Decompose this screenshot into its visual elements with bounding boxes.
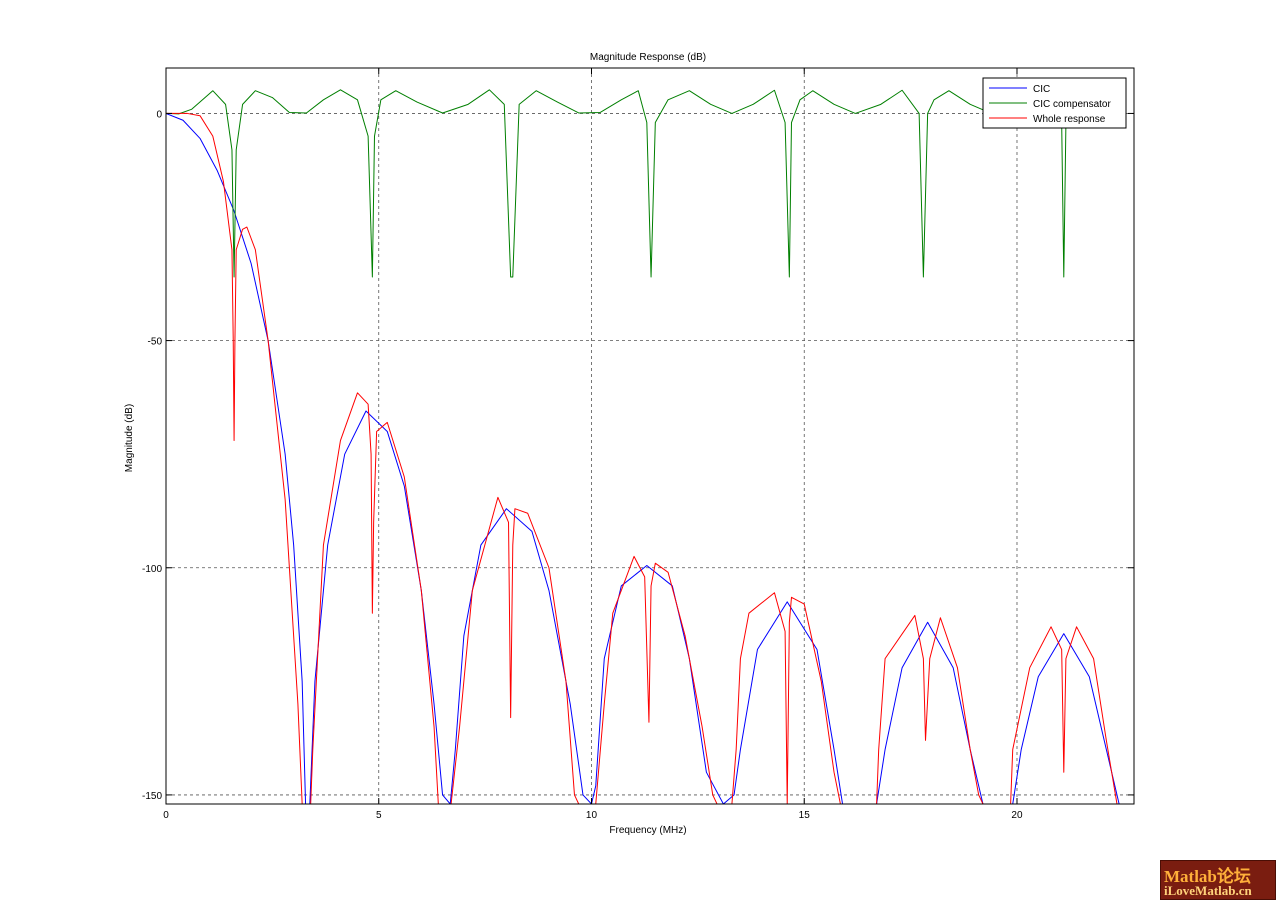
grid-lines (166, 68, 1134, 804)
x-tick-label: 20 (1011, 810, 1023, 821)
axes-frame (165, 67, 1135, 805)
chart-title: Magnitude Response (dB) (590, 52, 706, 63)
y-axis-label: Magnitude (dB) (124, 404, 135, 472)
axis-ticks: 0 5 10 15 20 0 -50 -100 -150 (142, 68, 1134, 821)
y-tick-label: -150 (142, 791, 162, 802)
x-tick-label: 5 (376, 810, 382, 821)
plot-area (166, 68, 1134, 804)
x-tick-label: 10 (586, 810, 598, 821)
legend-label-whole-response: Whole response (1033, 114, 1106, 125)
y-tick-label: -50 (148, 337, 163, 348)
x-tick-label: 15 (799, 810, 811, 821)
y-tick-label: -100 (142, 564, 162, 575)
legend-label-cic: CIC (1033, 84, 1050, 95)
x-axis-label: Frequency (MHz) (609, 825, 686, 836)
series-line-whole-response (166, 112, 1118, 804)
watermark-line2: iLoveMatlab.cn (1164, 883, 1252, 898)
y-tick-label: 0 (156, 109, 162, 120)
legend-label-cic-compensator: CIC compensator (1033, 99, 1111, 110)
x-tick-label: 0 (163, 810, 169, 821)
series-line-cic (166, 112, 1120, 804)
matlab-forum-watermark: Matlab论坛 iLoveMatlab.cn (1160, 860, 1276, 900)
series-layer (166, 89, 1120, 804)
legend: CIC CIC compensator Whole response (982, 77, 1127, 129)
series-line-cic-compensator (166, 89, 1086, 278)
watermark-line1: Matlab论坛 (1164, 867, 1251, 886)
